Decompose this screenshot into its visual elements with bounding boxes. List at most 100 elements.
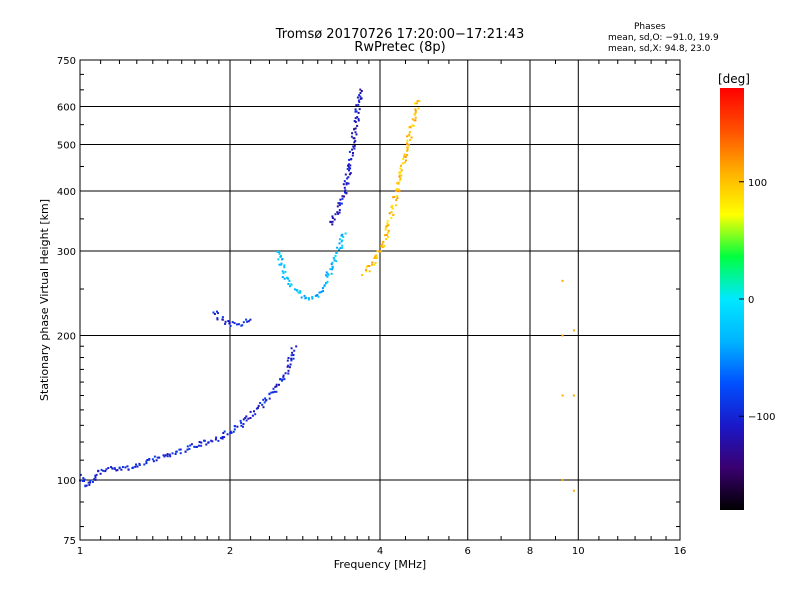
data-point: [87, 481, 90, 484]
x-tick-label: 8: [527, 546, 533, 557]
data-point: [193, 445, 196, 448]
data-point: [354, 121, 357, 123]
data-point: [374, 255, 376, 258]
data-point: [262, 406, 265, 409]
data-point: [241, 324, 244, 327]
data-point: [85, 484, 88, 487]
data-point: [339, 247, 342, 249]
data-point: [233, 322, 236, 325]
data-point: [352, 145, 355, 148]
data-point: [303, 294, 306, 297]
data-point: [352, 137, 355, 140]
data-point: [223, 430, 226, 433]
data-point: [166, 455, 169, 458]
data-point: [398, 179, 401, 182]
data-point: [188, 447, 191, 450]
data-point: [358, 108, 361, 111]
data-point: [359, 88, 362, 91]
data-point: [293, 349, 296, 352]
data-point: [376, 250, 379, 253]
data-point: [403, 153, 406, 156]
data-point: [135, 463, 137, 466]
data-point: [385, 238, 387, 240]
data-point: [376, 256, 379, 259]
data-point: [270, 391, 273, 394]
data-point: [413, 113, 416, 116]
data-point: [216, 317, 219, 320]
data-point: [359, 95, 362, 98]
data-point: [146, 459, 149, 461]
data-point: [293, 288, 296, 291]
data-point: [391, 205, 393, 208]
data-point: [300, 296, 303, 299]
data-point: [229, 324, 232, 327]
y-tick-label: 750: [57, 56, 76, 67]
data-point: [215, 436, 218, 439]
data-point: [245, 419, 248, 422]
data-point: [292, 354, 295, 356]
y-tick-label: 300: [57, 247, 76, 258]
data-point: [406, 154, 409, 156]
data-point: [297, 291, 300, 294]
data-point: [279, 255, 282, 258]
data-point: [265, 399, 268, 401]
data-point: [572, 329, 575, 332]
data-point: [275, 385, 278, 388]
data-point: [227, 320, 230, 322]
data-point: [415, 102, 418, 105]
chart-subtitle: RwPretec (8p): [354, 40, 446, 55]
data-point: [386, 235, 389, 238]
data-point: [259, 402, 262, 404]
data-point: [153, 455, 156, 458]
data-point: [342, 183, 345, 186]
data-point: [393, 195, 396, 198]
data-point: [280, 262, 283, 265]
data-point: [281, 276, 284, 279]
data-point: [205, 443, 208, 446]
data-point: [121, 466, 124, 468]
data-point: [94, 474, 97, 477]
data-point: [411, 118, 414, 121]
data-point: [414, 109, 417, 112]
data-point: [380, 245, 383, 248]
data-point: [277, 258, 280, 261]
data-point: [120, 468, 123, 471]
data-point: [107, 467, 110, 469]
data-point: [261, 403, 264, 406]
colorbar-tick-label: 100: [748, 178, 767, 189]
data-point: [226, 433, 229, 436]
data-point: [275, 383, 278, 386]
data-point: [326, 275, 329, 278]
data-point: [345, 182, 348, 185]
data-point: [186, 448, 189, 451]
y-tick-label: 600: [57, 103, 76, 114]
data-point: [124, 466, 127, 469]
data-point: [341, 197, 344, 200]
data-point: [404, 155, 407, 158]
data-point: [148, 458, 151, 460]
data-point: [373, 257, 376, 260]
data-point: [278, 251, 281, 253]
data-point: [264, 397, 267, 400]
data-point: [338, 238, 341, 241]
data-point: [279, 378, 282, 380]
data-point: [229, 432, 232, 435]
data-point: [281, 379, 283, 382]
data-point: [83, 478, 86, 481]
data-point: [345, 192, 348, 195]
data-point: [386, 222, 389, 225]
data-point: [247, 417, 250, 420]
data-point: [89, 479, 92, 482]
data-point: [126, 465, 129, 468]
axis-ticks: 1 2 4 6 8 10 16 75 100 200 300 400 500 600 750: [57, 56, 686, 557]
data-point: [282, 272, 285, 275]
data-point: [212, 311, 215, 314]
data-point: [338, 242, 341, 245]
data-points: [79, 88, 575, 492]
data-point: [382, 245, 385, 248]
data-point: [381, 243, 384, 246]
data-point: [405, 159, 407, 162]
data-point: [337, 212, 340, 215]
data-point: [409, 139, 411, 141]
data-point: [228, 322, 231, 324]
